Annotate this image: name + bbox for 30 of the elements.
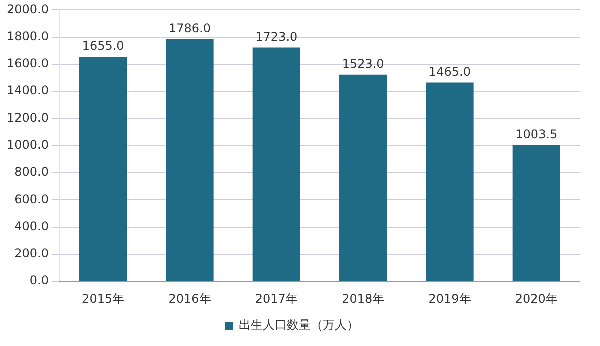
data-label: 1786.0 (168, 21, 211, 36)
bar (426, 82, 474, 282)
x-tick-label: 2015年 (82, 292, 125, 306)
legend-label: 出生人口数量（万人） (239, 318, 359, 332)
y-tick-label: 1800.0 (6, 29, 49, 44)
x-tick-label: 2020年 (515, 292, 558, 306)
x-tick-label: 2019年 (428, 292, 472, 306)
x-tick-label: 2018年 (342, 292, 385, 306)
data-label: 1723.0 (256, 30, 298, 44)
y-tick-label: 200.0 (14, 246, 49, 261)
y-tick-label: 1000.0 (6, 138, 49, 152)
data-label: 1003.5 (516, 128, 558, 142)
y-tick-label: 600.0 (14, 192, 49, 206)
bar (79, 57, 128, 282)
bar (252, 48, 300, 282)
y-tick-label: 2000.0 (6, 2, 49, 16)
data-label: 1465.0 (428, 64, 471, 79)
y-tick-label: 1200.0 (6, 110, 49, 125)
y-tick-label: 1600.0 (6, 56, 49, 71)
y-tick-label: 400.0 (14, 219, 49, 234)
y-tick-label: 1400.0 (6, 84, 49, 98)
y-tick-label: 800.0 (14, 165, 49, 180)
x-tick-label: 2017年 (255, 292, 298, 306)
data-label: 1655.0 (82, 39, 124, 54)
x-tick-label: 2016年 (168, 292, 212, 306)
data-label: 1523.0 (342, 57, 384, 72)
bar (166, 39, 214, 282)
y-tick-label: 0.0 (30, 274, 49, 288)
bar (512, 145, 560, 282)
bar (339, 74, 388, 282)
